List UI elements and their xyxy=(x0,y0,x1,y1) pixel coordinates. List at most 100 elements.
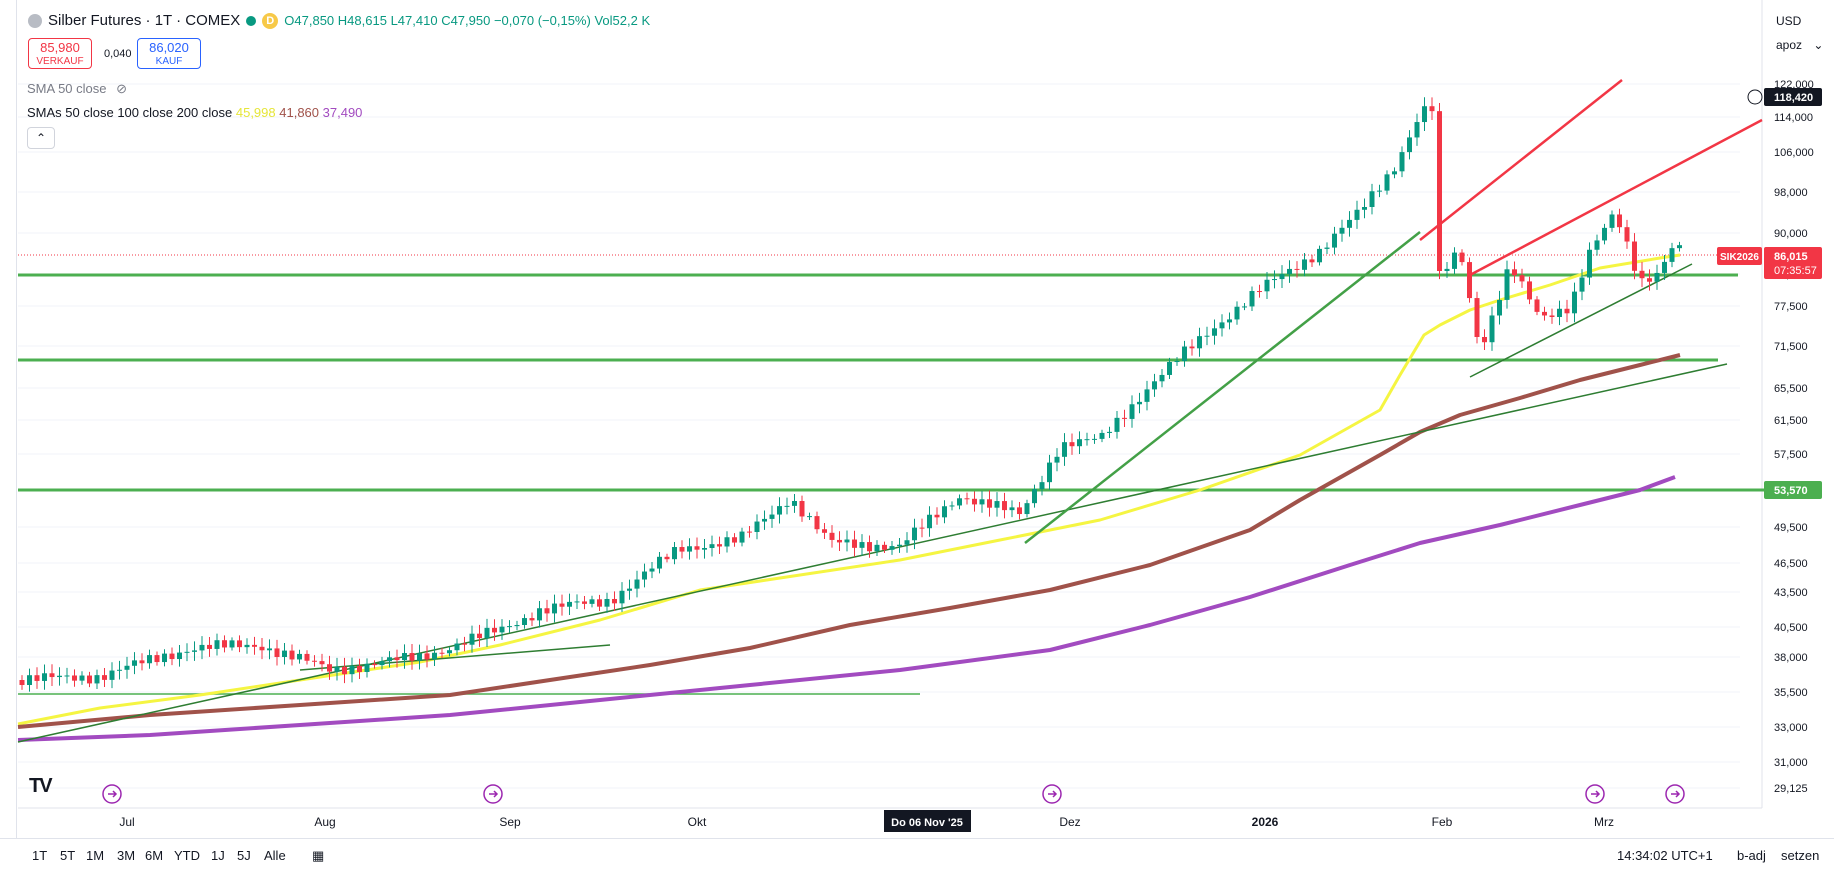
candle-body xyxy=(274,648,280,657)
candle-body xyxy=(1129,404,1135,419)
candle-body xyxy=(777,506,782,515)
candle-body xyxy=(387,657,392,662)
candle-body xyxy=(454,643,460,651)
indicator-sma50[interactable]: SMA 50 close ⊘ xyxy=(27,81,127,97)
candle-body xyxy=(1302,259,1307,270)
spread-value: 0,040 xyxy=(104,48,132,60)
candle-body xyxy=(1497,299,1502,316)
timeframe-ytd[interactable]: YTD xyxy=(174,848,200,863)
x-tick-label: Feb xyxy=(1432,815,1453,829)
candle-body xyxy=(424,653,430,660)
clock-readout[interactable]: 14:34:02 UTC+1 xyxy=(1617,848,1713,863)
candle-body xyxy=(1084,439,1090,441)
silver-symbol-icon xyxy=(28,13,42,28)
candle-body xyxy=(222,640,227,648)
timeframe-1t[interactable]: 1T xyxy=(32,848,48,863)
delayed-badge: D xyxy=(262,12,279,29)
crosshair-price-label: 118,420 xyxy=(1774,92,1813,104)
candle-body xyxy=(904,540,910,545)
candle-body xyxy=(117,669,122,671)
buy-button[interactable]: 86,020 KAUF xyxy=(137,38,201,69)
collapse-legend-button[interactable]: ⌃ xyxy=(27,127,55,149)
symbol-header: Silber Futures · 1T · COMEX D O47,850 H4… xyxy=(28,12,650,29)
candle-body xyxy=(1512,269,1517,276)
indicator-smas[interactable]: SMAs 50 close 100 close 200 close 45,998… xyxy=(27,105,362,120)
sell-button[interactable]: 85,980 VERKAUF xyxy=(28,38,92,69)
candle-body xyxy=(627,588,632,591)
candle-body xyxy=(477,633,482,639)
calendar-range-icon[interactable]: ▦ xyxy=(312,848,325,863)
candle-body xyxy=(1227,319,1232,323)
hidden-eye-icon[interactable]: ⊘ xyxy=(116,81,128,96)
candle-body xyxy=(1174,361,1180,363)
candle-body xyxy=(282,650,287,657)
candle-body xyxy=(462,643,467,645)
candle-body xyxy=(762,518,767,522)
candle-body xyxy=(507,626,512,628)
long-trendline xyxy=(17,363,1728,743)
mode-select[interactable]: apoz ⌄ xyxy=(1770,34,1828,56)
market-open-icon xyxy=(246,15,257,26)
settings-toggle[interactable]: setzen xyxy=(1781,848,1820,863)
y-tick-label: 46,500 xyxy=(1774,558,1808,570)
candle-body xyxy=(522,618,527,626)
x-tick-label: 2026 xyxy=(1252,815,1279,829)
candle-body xyxy=(1572,291,1577,314)
y-tick-label: 61,500 xyxy=(1774,415,1808,427)
candle-body xyxy=(349,665,355,675)
resistance-trendline-2 xyxy=(1469,118,1763,277)
timeframe-3m[interactable]: 3M xyxy=(117,848,136,863)
y-tick-label: 65,500 xyxy=(1774,383,1808,395)
timeframe-1j[interactable]: 1J xyxy=(211,848,225,863)
crosshair-date-box xyxy=(884,810,971,832)
symbol-title[interactable]: Silber Futures · 1T · COMEX xyxy=(48,12,241,29)
candle-body xyxy=(447,650,452,654)
candle-body xyxy=(807,516,812,518)
timeframe-5t[interactable]: 5T xyxy=(60,848,76,863)
x-tick-label: Sep xyxy=(499,815,521,829)
timeframe-alle[interactable]: Alle xyxy=(264,848,286,863)
candle-body xyxy=(1647,278,1652,282)
event-arrow-icon xyxy=(108,790,118,798)
x-tick-label: Mrz xyxy=(1594,815,1614,829)
candle-body xyxy=(147,655,152,664)
candle-body xyxy=(1099,432,1105,439)
price-chart[interactable]: 122,000114,000106,00098,00090,00082,0007… xyxy=(0,0,1834,838)
candle-body xyxy=(1159,374,1165,382)
candle-body xyxy=(649,568,655,572)
timeframe-6m[interactable]: 6M xyxy=(145,848,164,863)
currency-select[interactable]: USD xyxy=(1770,10,1828,32)
sma200-line xyxy=(17,475,1676,742)
event-marker-icon xyxy=(1585,784,1605,804)
candle-body xyxy=(432,652,437,660)
candle-body xyxy=(972,498,977,505)
candle-body xyxy=(1459,252,1465,263)
candle-body xyxy=(1662,261,1667,273)
candle-body xyxy=(769,514,775,519)
timeframe-5j[interactable]: 5J xyxy=(237,848,251,863)
candle-body xyxy=(784,505,790,507)
candle-body xyxy=(1384,174,1390,191)
candle-body xyxy=(1324,247,1330,249)
candle-body xyxy=(1392,171,1397,175)
candle-body xyxy=(657,556,662,569)
candle-body xyxy=(1414,122,1420,138)
candle-body xyxy=(1677,245,1682,249)
candle-body xyxy=(1032,489,1037,504)
y-tick-label: 98,000 xyxy=(1774,187,1808,199)
event-marker-icon xyxy=(1665,784,1685,804)
candle-body xyxy=(1317,248,1322,263)
candle-body xyxy=(994,501,1000,508)
candle-body xyxy=(1452,252,1457,269)
candle-body xyxy=(484,627,490,639)
timeframe-1m[interactable]: 1M xyxy=(86,848,105,863)
candle-body xyxy=(529,618,535,621)
y-tick-label: 90,000 xyxy=(1774,228,1808,240)
candle-body xyxy=(664,556,670,560)
candle-body xyxy=(312,660,317,662)
candle-body xyxy=(334,666,340,672)
adjust-toggle[interactable]: b-adj xyxy=(1737,848,1766,863)
candle-body xyxy=(207,644,212,649)
candle-body xyxy=(87,675,92,684)
candle-body xyxy=(1039,482,1045,490)
